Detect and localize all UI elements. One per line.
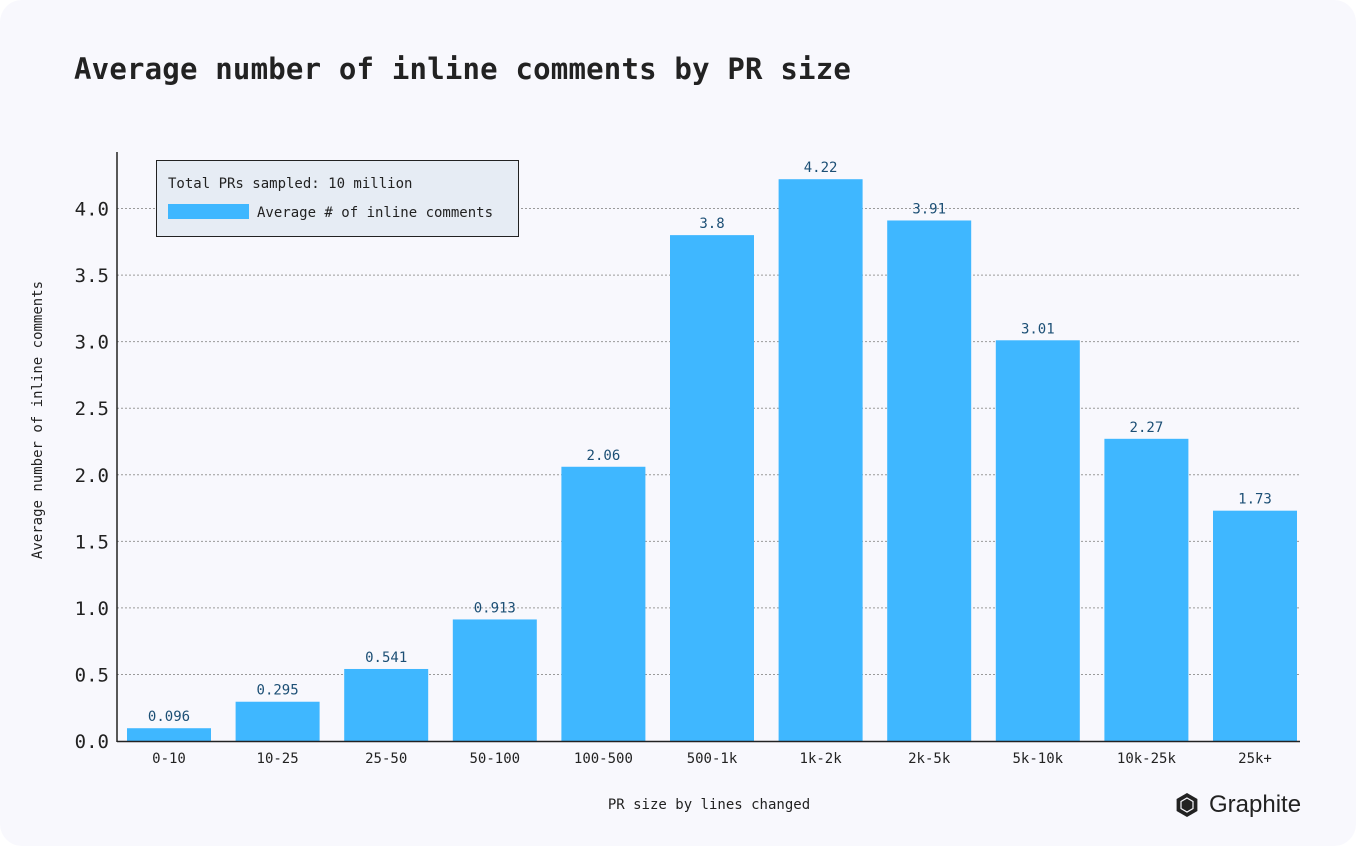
x-tick-label: 10k-25k xyxy=(1117,751,1177,767)
bar-value-label: 0.295 xyxy=(257,683,299,699)
y-tick-label: 1.5 xyxy=(75,531,109,553)
y-tick-label: 2.0 xyxy=(75,465,109,487)
bar xyxy=(127,728,211,741)
bar-value-label: 3.8 xyxy=(699,216,724,232)
bar-value-label: 3.01 xyxy=(1021,321,1055,337)
legend-box xyxy=(156,160,519,237)
bar-value-label: 3.91 xyxy=(912,201,946,217)
y-tick-label: 1.0 xyxy=(75,598,109,620)
x-tick-label: 50-100 xyxy=(470,751,521,767)
bar-value-label: 2.27 xyxy=(1130,420,1164,436)
x-tick-label: 1k-2k xyxy=(800,751,843,767)
x-tick-label: 100-500 xyxy=(574,751,633,767)
y-tick-label: 3.5 xyxy=(75,265,109,287)
x-tick-label: 25k+ xyxy=(1238,751,1272,767)
x-tick-label: 0-10 xyxy=(152,751,186,767)
brand-logo: Graphite xyxy=(1174,788,1301,822)
bar xyxy=(1104,438,1189,741)
bar xyxy=(778,179,863,741)
x-tick-label: 5k-10k xyxy=(1013,751,1064,767)
bar-value-label: 2.06 xyxy=(587,448,621,464)
x-tick-label: 500-1k xyxy=(687,751,738,767)
y-tick-label: 0.5 xyxy=(75,664,109,686)
bar xyxy=(344,668,429,741)
x-tick-label: 2k-5k xyxy=(908,751,951,767)
bar xyxy=(235,701,320,741)
y-tick-label: 3.0 xyxy=(75,332,109,354)
brand-name: Graphite xyxy=(1209,791,1302,818)
bar-value-label: 0.096 xyxy=(148,709,190,725)
chart-title: Average number of inline comments by PR … xyxy=(74,52,852,86)
bar xyxy=(561,466,646,741)
legend-note: Total PRs sampled: 10 million xyxy=(168,176,412,192)
bar-value-label: 0.541 xyxy=(365,650,407,666)
x-axis-title: PR size by lines changed xyxy=(608,797,810,813)
x-tick-label: 25-50 xyxy=(365,751,407,767)
bar xyxy=(887,220,972,741)
graphite-logo-icon xyxy=(1176,793,1198,817)
bar xyxy=(1213,510,1297,741)
y-tick-label: 0.0 xyxy=(75,731,109,753)
bar-value-label: 4.22 xyxy=(804,160,838,176)
bar xyxy=(452,619,537,741)
bar xyxy=(670,235,754,741)
y-axis-title: Average number of inline comments xyxy=(30,281,46,559)
legend-swatch xyxy=(168,204,249,219)
bar-value-label: 1.73 xyxy=(1238,492,1272,508)
y-tick-label: 2.5 xyxy=(75,398,109,420)
x-tick-label: 10-25 xyxy=(257,751,299,767)
legend-series-label: Average # of inline comments xyxy=(257,205,493,221)
y-tick-label: 4.0 xyxy=(75,199,109,221)
bar xyxy=(995,340,1080,741)
bar-value-label: 0.913 xyxy=(474,600,516,616)
